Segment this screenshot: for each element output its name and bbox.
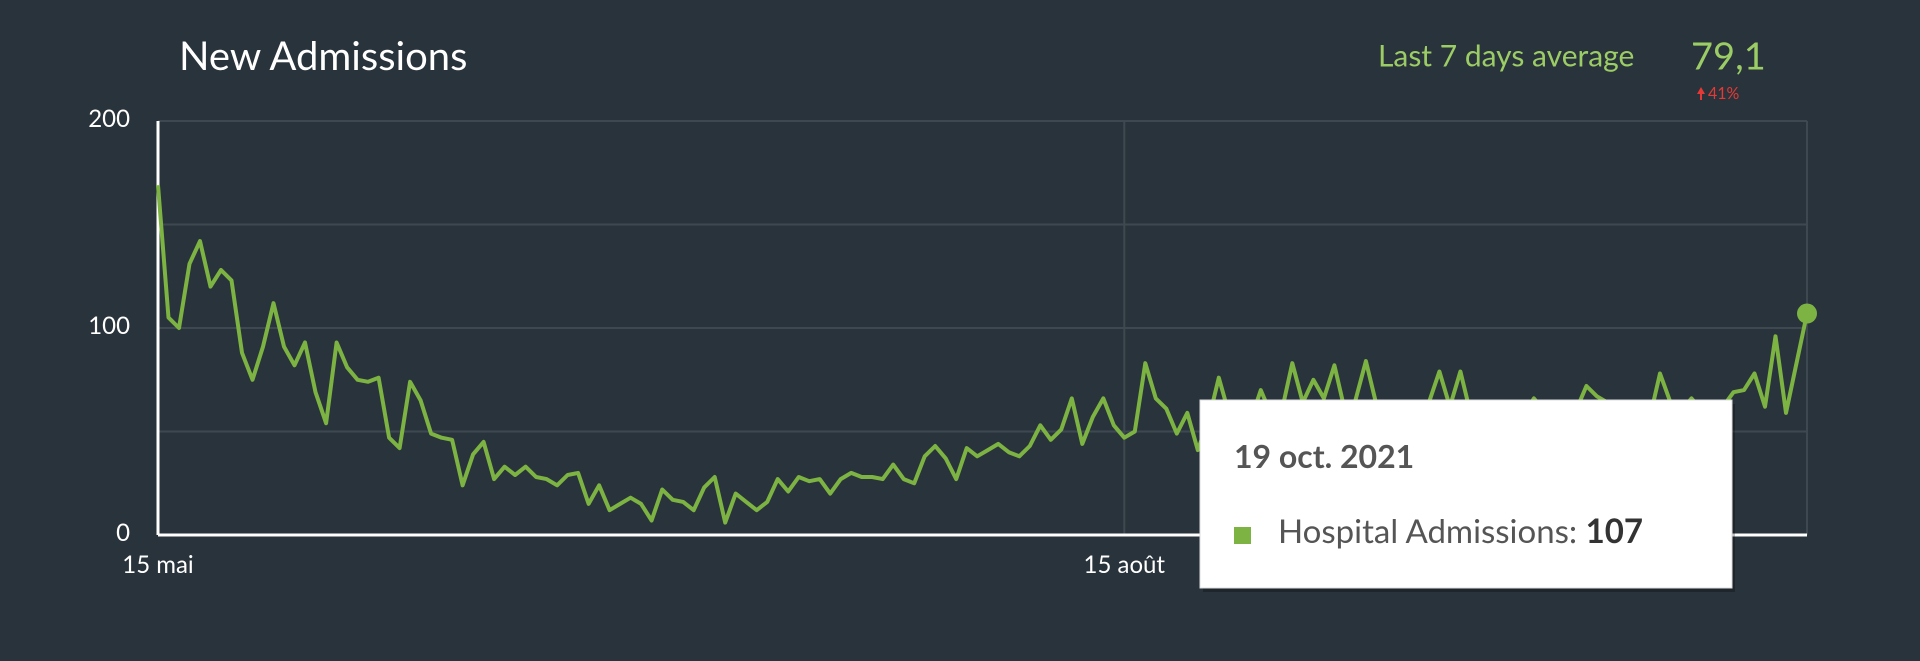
x-tick-label: 15 août (1084, 550, 1166, 579)
y-tick-label: 0 (116, 518, 130, 547)
chart-title: New Admissions (179, 31, 467, 79)
y-tick-label: 200 (88, 104, 130, 133)
tooltip-box (1199, 399, 1733, 589)
summary-label: Last 7 days average (1378, 38, 1634, 74)
y-tick-label: 100 (88, 311, 130, 340)
tooltip-title: 19 oct. 2021 (1234, 436, 1414, 475)
tooltip-swatch (1234, 527, 1251, 544)
summary-change: 41% (1708, 84, 1740, 103)
x-tick-label: 15 mai (122, 550, 193, 579)
tooltip-value: 107 (1586, 511, 1643, 551)
highlight-point (1797, 303, 1817, 324)
tooltip: 19 oct. 2021 Hospital Admissions: 107 (1199, 399, 1735, 592)
change-arrow (1697, 87, 1705, 100)
summary-average: 79,1 (1691, 33, 1766, 79)
tooltip-label: Hospital Admissions: (1278, 511, 1577, 551)
tooltip-text: Hospital Admissions: 107 (1278, 511, 1643, 551)
